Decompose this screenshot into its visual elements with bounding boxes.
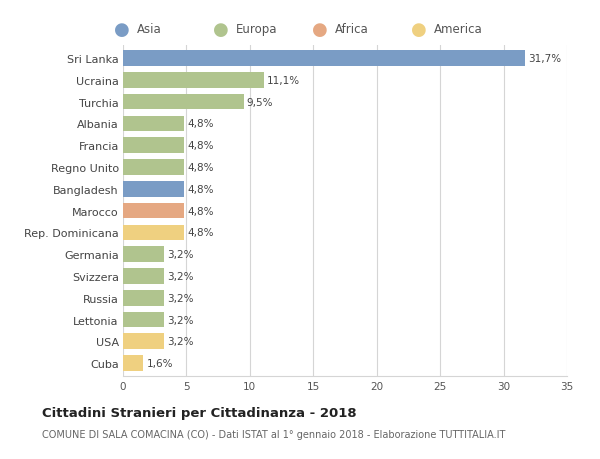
Bar <box>123 73 264 89</box>
Text: 9,5%: 9,5% <box>247 97 273 107</box>
Bar <box>123 356 143 371</box>
Bar <box>123 51 525 67</box>
Text: Cittadini Stranieri per Cittadinanza - 2018: Cittadini Stranieri per Cittadinanza - 2… <box>42 406 356 419</box>
Bar <box>123 247 164 263</box>
Text: America: America <box>433 23 482 36</box>
Text: 4,8%: 4,8% <box>187 228 214 238</box>
Text: 3,2%: 3,2% <box>167 336 193 347</box>
Text: 3,2%: 3,2% <box>167 293 193 303</box>
Text: 3,2%: 3,2% <box>167 315 193 325</box>
Text: 3,2%: 3,2% <box>167 271 193 281</box>
Text: 11,1%: 11,1% <box>267 76 300 86</box>
Bar <box>123 334 164 349</box>
Bar <box>123 203 184 219</box>
Bar <box>123 182 184 197</box>
Bar <box>123 269 164 284</box>
Text: ●: ● <box>212 21 229 39</box>
Text: 4,8%: 4,8% <box>187 119 214 129</box>
Text: 4,8%: 4,8% <box>187 206 214 216</box>
Bar <box>123 160 184 175</box>
Bar <box>123 312 164 328</box>
Bar <box>123 225 184 241</box>
Text: 1,6%: 1,6% <box>146 358 173 368</box>
Text: Europa: Europa <box>236 23 277 36</box>
Bar <box>123 116 184 132</box>
Bar <box>123 95 244 110</box>
Bar <box>123 290 164 306</box>
Text: ●: ● <box>410 21 427 39</box>
Text: Asia: Asia <box>137 23 161 36</box>
Text: ●: ● <box>113 21 130 39</box>
Bar <box>123 138 184 154</box>
Text: COMUNE DI SALA COMACINA (CO) - Dati ISTAT al 1° gennaio 2018 - Elaborazione TUTT: COMUNE DI SALA COMACINA (CO) - Dati ISTA… <box>42 429 505 439</box>
Text: 3,2%: 3,2% <box>167 250 193 260</box>
Text: 4,8%: 4,8% <box>187 162 214 173</box>
Text: 31,7%: 31,7% <box>529 54 562 64</box>
Text: 4,8%: 4,8% <box>187 185 214 195</box>
Text: 4,8%: 4,8% <box>187 141 214 151</box>
Text: Africa: Africa <box>335 23 368 36</box>
Text: ●: ● <box>311 21 328 39</box>
